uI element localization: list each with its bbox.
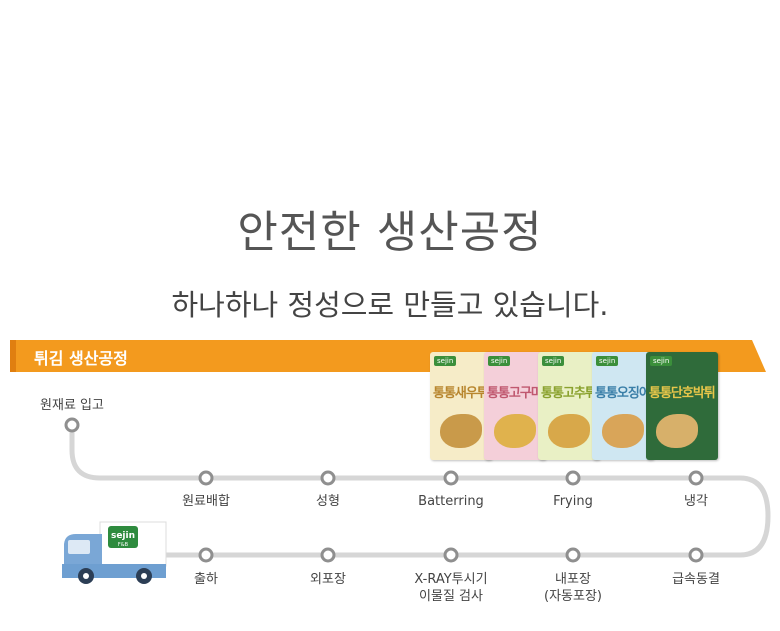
node-row1-4 (565, 470, 581, 486)
step-label: 출하 (194, 572, 218, 587)
page-title: 안전한 생산공정 (237, 207, 543, 258)
node-row1-2 (320, 470, 336, 486)
node-row2-4 (565, 547, 581, 563)
product-pack: sejin 통통오징어튀김 (592, 352, 654, 460)
pack-name: 통통고구마튀김 (487, 386, 543, 401)
product-packs: sejin 통통새우튀김 sejin 통통고구마튀김 sejin 통통고추튀김 … (430, 352, 720, 460)
step-label: 원료배합 (182, 494, 230, 509)
node-row2-2 (320, 547, 336, 563)
step-label: 급속동결 (672, 572, 720, 587)
delivery-truck-icon: sejin F&B (62, 521, 167, 584)
step-label: 외포장 (310, 572, 346, 587)
pack-name: 통통새우튀김 (433, 386, 489, 401)
node-row2-3 (443, 547, 459, 563)
node-start (64, 417, 80, 433)
flow-nodes (64, 417, 704, 563)
step-label: 내포장 (자동포장) (513, 571, 633, 605)
pack-food-image (548, 414, 590, 448)
node-row2-5 (688, 547, 704, 563)
step-label: 냉각 (684, 494, 708, 509)
pack-brand-badge: sejin (434, 356, 457, 366)
pack-brand-badge: sejin (542, 356, 565, 366)
truck-brand-sub: F&B (118, 542, 129, 548)
pack-name: 통통오징어튀김 (595, 386, 651, 401)
truck-brand: sejin (111, 531, 135, 541)
product-pack: sejin 통통고구마튀김 (484, 352, 546, 460)
product-pack: sejin 통통단호박튀김 (646, 352, 718, 460)
pack-food-image (602, 414, 644, 448)
page-subtitle: 하나하나 정성으로 만들고 있습니다. (171, 288, 609, 322)
step-label-line1: 내포장 (555, 572, 591, 587)
banner-label: 튀김 생산공정 (34, 349, 128, 368)
pack-brand-badge: sejin (650, 356, 673, 366)
step-label-line1: X-RAY투시기 (414, 572, 488, 587)
pack-name: 통통고추튀김 (541, 386, 597, 401)
product-pack: sejin 통통새우튀김 (430, 352, 492, 460)
step-label: 성형 (316, 494, 340, 509)
step-label: Frying (553, 494, 593, 509)
node-row1-5 (688, 470, 704, 486)
step-label: X-RAY투시기 이물질 검사 (391, 571, 511, 605)
node-row1-1 (198, 470, 214, 486)
pack-food-image (440, 414, 482, 448)
pack-brand-badge: sejin (488, 356, 511, 366)
pack-food-image (656, 414, 698, 448)
step-label: Batterring (418, 494, 484, 509)
node-row2-1 (198, 547, 214, 563)
step-label-line2: 이물질 검사 (419, 589, 483, 604)
pack-name: 통통단호박튀김 (649, 386, 715, 401)
step-start-label: 원재료 입고 (40, 398, 104, 413)
pack-brand-badge: sejin (596, 356, 619, 366)
step-label-line2: (자동포장) (544, 589, 602, 604)
pack-food-image (494, 414, 536, 448)
node-row1-3 (443, 470, 459, 486)
product-pack: sejin 통통고추튀김 (538, 352, 600, 460)
